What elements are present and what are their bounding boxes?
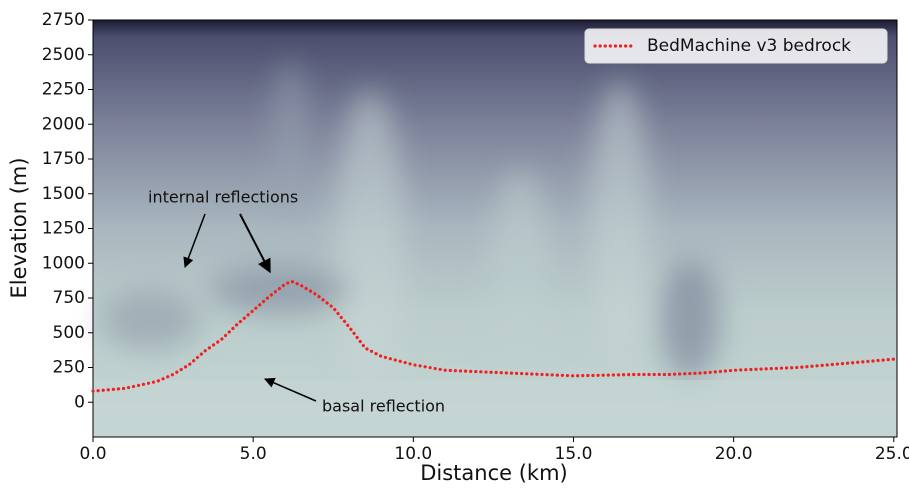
y-tick-label: 1750: [42, 149, 85, 169]
legend-box: [584, 28, 888, 64]
x-tick-label: 20.0: [715, 444, 753, 464]
x-axis-label: Distance (km): [420, 461, 568, 485]
annotations: internal reflections basal reflection: [148, 188, 445, 416]
y-tick-label: 1250: [42, 219, 85, 239]
annotation: internal reflections: [148, 188, 298, 207]
y-tick-label: 1500: [42, 184, 85, 204]
y-tick-label: 0: [74, 392, 85, 412]
x-tick-label: 10.0: [394, 444, 432, 464]
x-tick-label: 15.0: [555, 444, 593, 464]
y-tick-label: 500: [53, 323, 85, 343]
legend: BedMachine v3 bedrock: [584, 28, 888, 64]
series-line: [91, 279, 896, 393]
y-tick-label: 750: [53, 288, 85, 308]
x-tick-label: 25.0: [875, 444, 909, 464]
y-tick-label: 2500: [42, 45, 85, 65]
x-tick-label: 0.0: [79, 444, 106, 464]
annotation-arrow: [183, 213, 206, 268]
annotation: basal reflection: [322, 397, 445, 416]
y-tick-label: 1000: [42, 253, 85, 273]
annotation-arrow: [264, 377, 317, 402]
x-tick-label: 5.0: [240, 444, 267, 464]
annotation-arrow: [239, 213, 271, 274]
y-tick-label: 2750: [42, 10, 85, 30]
y-tick-label: 250: [53, 358, 85, 378]
y-tick-label: 2000: [42, 114, 85, 134]
y-axis-label: Elevation (m): [7, 157, 31, 298]
y-tick-label: 2250: [42, 80, 85, 100]
plot-background: [93, 20, 897, 437]
legend-label: BedMachine v3 bedrock: [647, 36, 851, 56]
